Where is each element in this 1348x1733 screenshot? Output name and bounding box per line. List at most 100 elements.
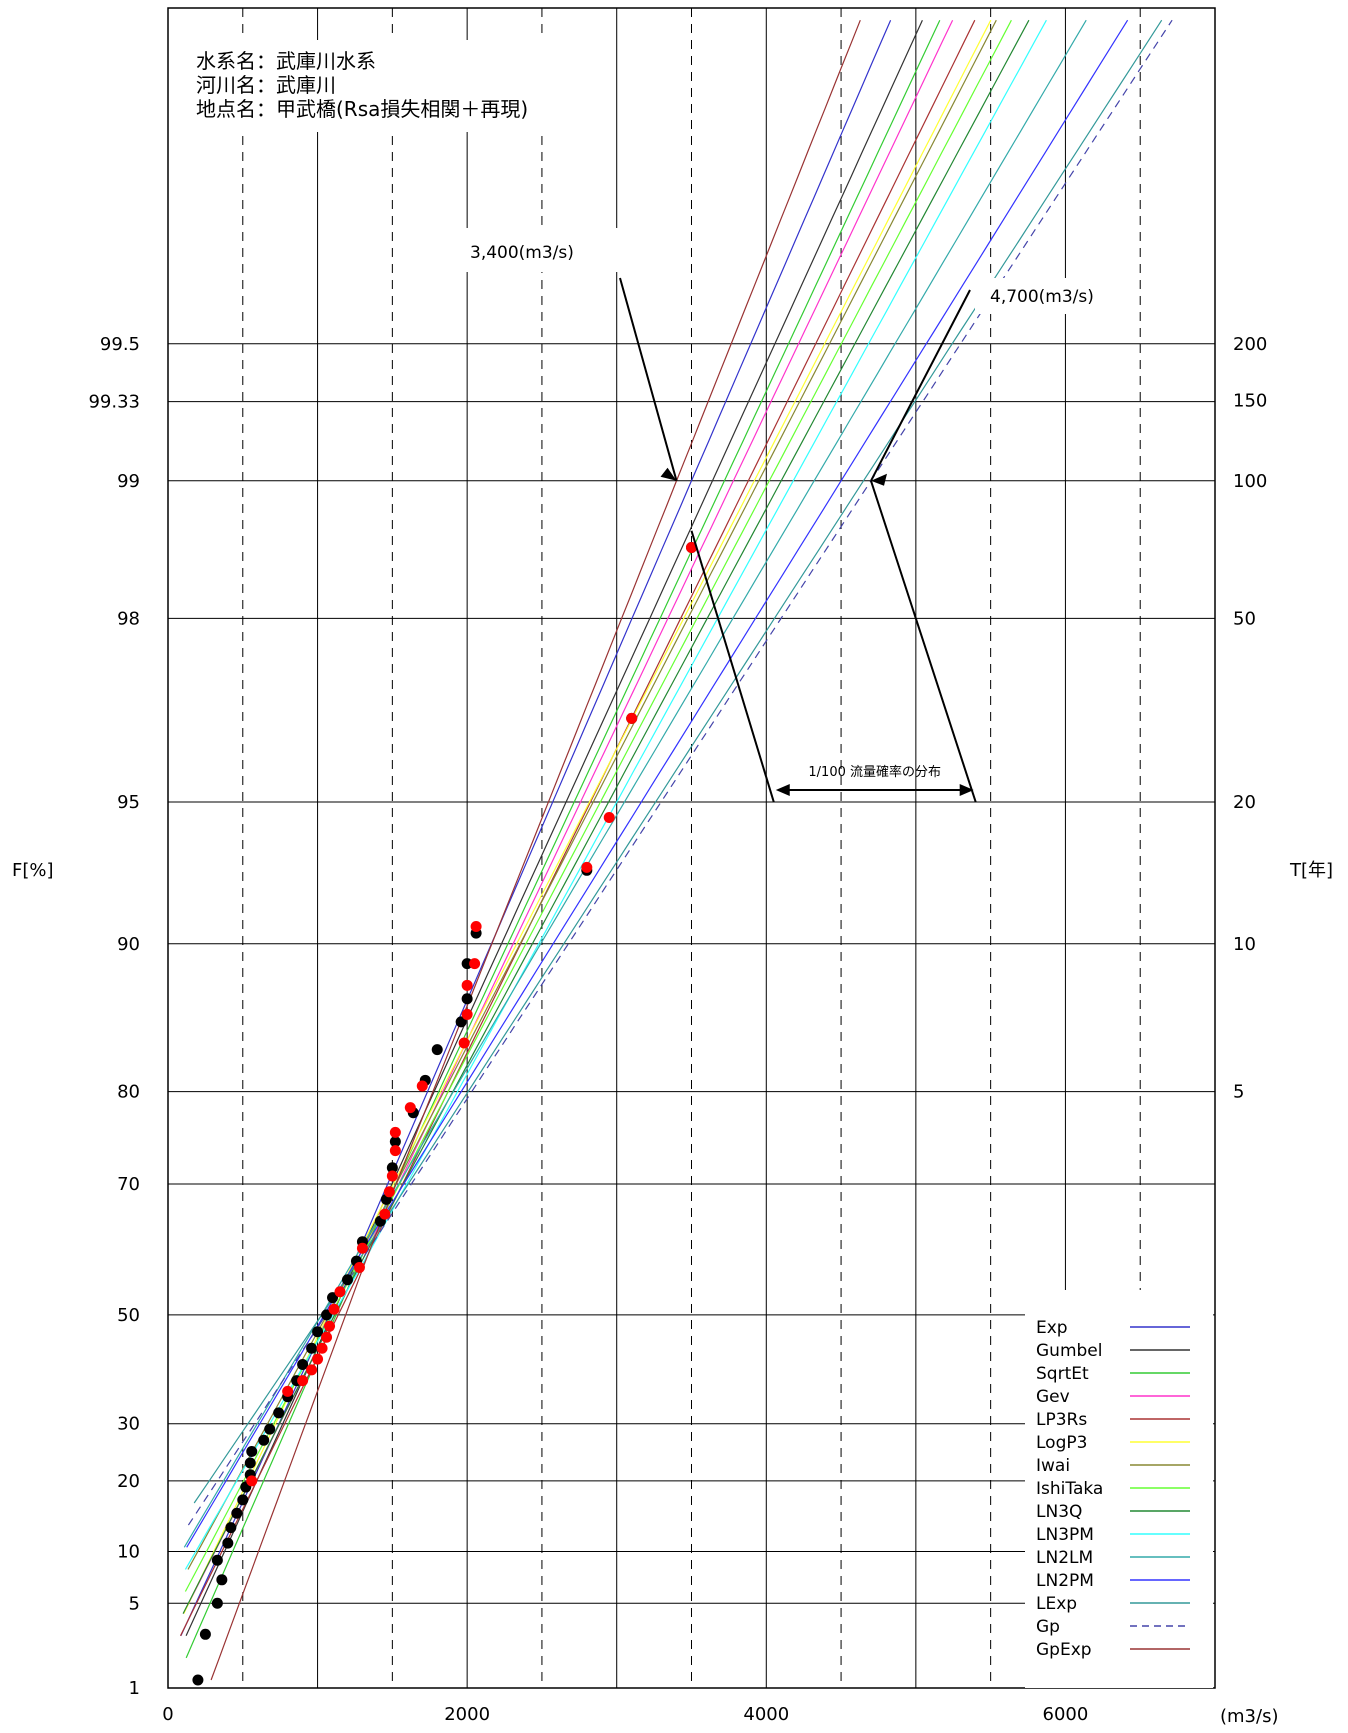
data-point-red (416, 1080, 428, 1092)
data-point-black (222, 1537, 234, 1549)
legend-label: LN3PM (1036, 1525, 1094, 1545)
legend-label: Iwai (1036, 1456, 1070, 1476)
data-point-red (386, 1170, 398, 1182)
data-point-red (356, 1242, 368, 1254)
annotation-box-high (975, 278, 1125, 314)
y-right-axis-label: T[年] (1289, 860, 1333, 881)
y-left-tick-label: 50 (117, 1305, 140, 1326)
data-point-red (321, 1331, 333, 1343)
plot-frame (167, 7, 1216, 1689)
legend-label: LN3Q (1036, 1502, 1082, 1522)
y-right-tick-label: 200 (1233, 334, 1267, 355)
x-tick-label: 2000 (444, 1704, 490, 1725)
annotation-box-low (455, 228, 625, 272)
legend-label: Gev (1036, 1387, 1070, 1407)
y-right-tick-label: 20 (1233, 792, 1256, 813)
data-point-black (321, 1309, 333, 1321)
annotation-arrow-low (619, 277, 678, 482)
data-point-red (328, 1303, 340, 1315)
data-point-black (237, 1494, 249, 1506)
range-leader-right (870, 480, 977, 803)
data-point-red (686, 542, 697, 554)
range-leader-left (690, 530, 775, 803)
axes: 99.599.339998959080705030201051200150100… (88, 7, 1267, 1725)
y-left-tick-label: 70 (117, 1174, 140, 1195)
data-point-black (341, 1274, 353, 1286)
y-left-tick-label: 5 (129, 1593, 140, 1614)
data-point-red (458, 1037, 470, 1049)
data-point-red (324, 1320, 336, 1332)
data-point-red (306, 1364, 318, 1376)
y-right-tick-label: 150 (1233, 391, 1267, 412)
data-point-black (297, 1359, 309, 1371)
data-point-black (216, 1574, 228, 1586)
y-right-tick-label: 5 (1233, 1082, 1244, 1103)
legend-label: LP3Rs (1036, 1410, 1087, 1430)
data-point-red (470, 920, 482, 932)
data-point-black (231, 1507, 243, 1519)
legend-background (1025, 1290, 1213, 1688)
data-point-red (316, 1342, 328, 1354)
title-line: 河川名：武庫川 (196, 73, 336, 97)
y-left-tick-label: 99 (117, 471, 140, 492)
title-line: 地点名：甲武橋(Rsa損失相関＋再現) (196, 97, 528, 121)
data-point-red (383, 1186, 395, 1198)
range-label: 1/100 流量確率の分布 (808, 764, 941, 780)
annotation-high-estimate: 4,700(m3/s) (990, 287, 1094, 307)
y-left-tick-label: 98 (117, 608, 140, 629)
title-background (188, 40, 568, 132)
data-point-red (461, 1008, 473, 1020)
y-left-tick-label: 20 (117, 1471, 140, 1492)
y-left-tick-label: 1 (129, 1678, 140, 1699)
data-point-red (334, 1286, 346, 1298)
y-right-tick-label: 50 (1233, 608, 1256, 629)
legend-label: SqrtEt (1036, 1364, 1089, 1384)
data-point-red (312, 1353, 324, 1365)
legend-label: LN2LM (1036, 1548, 1093, 1568)
data-point-red (404, 1102, 416, 1114)
distribution-curves (179, 19, 1173, 1681)
legend-label: IshiTaka (1036, 1479, 1103, 1499)
data-point-black (431, 1044, 443, 1056)
curve-gpexp (210, 19, 861, 1681)
x-tick-label: 6000 (1043, 1704, 1089, 1725)
data-point-black (264, 1423, 276, 1435)
data-point-red (469, 958, 481, 970)
axis-labels: F[%] T[年] (m3/s) (12, 860, 1333, 1727)
x-tick-label: 0 (162, 1704, 173, 1725)
curve-lexp (193, 19, 1163, 1504)
legend-label: LExp (1036, 1594, 1077, 1614)
y-left-tick-label: 80 (117, 1082, 140, 1103)
range-arrow-right (959, 783, 974, 796)
data-point-black (199, 1628, 211, 1640)
data-point-red (282, 1385, 294, 1397)
data-point-red (246, 1475, 258, 1487)
data-point-red (389, 1126, 401, 1138)
annotations: 3,400(m3/s) 4,700(m3/s) 1/100 流量確率の分布 (455, 228, 1125, 803)
data-point-black (244, 1457, 256, 1469)
legend: Exp Gumbel SqrtEt Gev LP3Rs LogP3 Iwai IshiTaka… (1025, 1290, 1213, 1688)
arrowhead-high (870, 473, 887, 486)
data-point-red (461, 979, 473, 991)
data-point-red (389, 1145, 401, 1157)
annotation-arrow-high (870, 289, 971, 482)
observed-points (192, 542, 697, 1686)
data-point-black (211, 1597, 223, 1609)
y-right-tick-label: 100 (1233, 471, 1267, 492)
data-point-black (386, 1162, 398, 1174)
data-point-black (246, 1445, 258, 1457)
x-tick-label: 4000 (743, 1704, 789, 1725)
data-point-black (455, 1016, 467, 1028)
range-arrow-left (775, 783, 790, 796)
legend-label: LN2PM (1036, 1571, 1094, 1591)
data-point-red (353, 1261, 365, 1273)
title-line: 水系名：武庫川水系 (196, 49, 376, 73)
data-point-black (192, 1674, 204, 1686)
curve-ishitaka (184, 19, 1012, 1592)
data-point-red (603, 812, 615, 824)
y-left-tick-label: 95 (117, 792, 140, 813)
legend-label: Gp (1036, 1617, 1060, 1637)
data-point-red (379, 1208, 391, 1220)
x-axis-label: (m3/s) (1220, 1706, 1278, 1727)
